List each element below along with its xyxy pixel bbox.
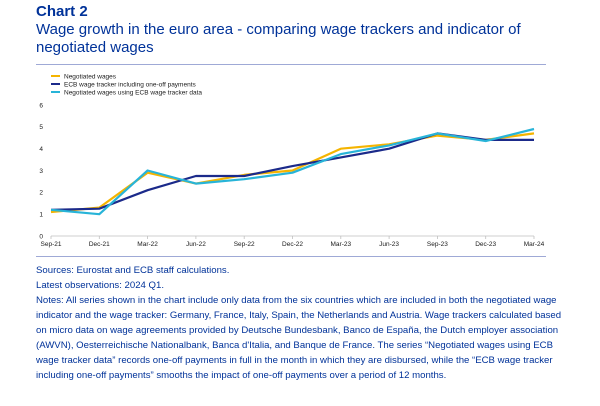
series-line-3 bbox=[50, 127, 535, 216]
bottom-divider bbox=[36, 256, 546, 257]
x-tick-label: Mar-23 bbox=[331, 241, 352, 248]
notes-text: Notes: All series shown in the chart inc… bbox=[36, 295, 562, 381]
x-tick-label: Mar-22 bbox=[137, 241, 158, 248]
y-tick-label: 0 bbox=[39, 233, 43, 240]
x-tick-label: Jun-23 bbox=[379, 241, 399, 248]
legend-label-1: Negotiated wages bbox=[64, 73, 117, 80]
x-tick-label: Sep-22 bbox=[234, 241, 255, 248]
x-tick-label: Sep-21 bbox=[41, 241, 62, 248]
x-tick-label: Dec-21 bbox=[89, 241, 110, 248]
notes-block: Sources: Eurostat and ECB staff calculat… bbox=[36, 263, 566, 383]
y-tick-label: 3 bbox=[39, 168, 43, 175]
latest-observations-text: Latest observations: 2024 Q1. bbox=[36, 280, 164, 291]
chart-title: Wage growth in the euro area - comparing… bbox=[36, 21, 521, 56]
y-tick-label: 4 bbox=[39, 146, 43, 153]
x-tick-label: Jun-22 bbox=[186, 241, 206, 248]
x-tick-label: Mar-24 bbox=[524, 241, 545, 248]
y-tick-label: 6 bbox=[39, 102, 43, 109]
y-tick-label: 1 bbox=[39, 211, 43, 218]
y-tick-label: 2 bbox=[39, 190, 43, 197]
x-tick-label: Sep-23 bbox=[427, 241, 448, 248]
legend-label-2: ECB wage tracker including one-off payme… bbox=[64, 81, 197, 88]
axes: 0 1 2 3 4 5 6 Sep-21 Dec-21 Mar-22 Jun-22 Sep-22 Dec… bbox=[39, 102, 544, 248]
chart-label: Chart 2 bbox=[36, 3, 88, 20]
x-tick-label: Dec-22 bbox=[282, 241, 303, 248]
x-tick-label: Dec-23 bbox=[475, 241, 496, 248]
legend-label-3: Negotiated wages using ECB wage tracker … bbox=[64, 89, 202, 96]
series-lines bbox=[50, 127, 535, 216]
top-divider bbox=[36, 64, 546, 65]
sources-text: Sources: Eurostat and ECB staff calculat… bbox=[36, 265, 230, 276]
y-tick-label: 5 bbox=[39, 124, 43, 131]
